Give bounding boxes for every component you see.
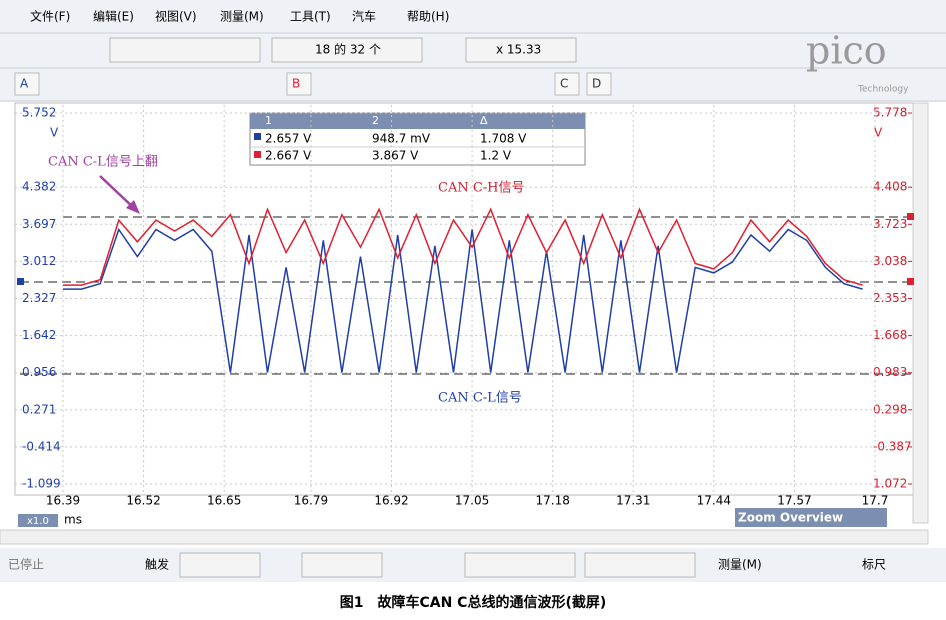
zoom-overview-title: Zoom Overview — [738, 511, 843, 525]
combo[interactable] — [464, 552, 576, 578]
scrollbar[interactable] — [0, 529, 929, 545]
table-cell: 1.2 V — [480, 149, 512, 163]
y-tick-label: 5.752 — [22, 106, 56, 120]
zoom-value: x 15.33 — [496, 43, 541, 57]
table-cell: 3.867 V — [372, 149, 419, 163]
y-tick-label: 4.382 — [22, 180, 56, 194]
y-tick-label: 1.642 — [22, 328, 56, 342]
channel-label[interactable]: A — [20, 77, 29, 91]
trace — [63, 227, 863, 373]
channel-label[interactable]: D — [592, 77, 601, 91]
channel-button[interactable] — [286, 72, 312, 96]
logo: pico — [806, 29, 887, 73]
channel-label[interactable]: C — [560, 77, 568, 91]
y2-tick-label: 3.723 — [873, 217, 907, 231]
logo-sub: Technology — [857, 85, 909, 95]
x-unit: ms — [64, 513, 82, 527]
combo[interactable] — [301, 552, 383, 578]
x-tick-label: 17.57 — [777, 494, 811, 508]
x-tick-label: 17.05 — [455, 494, 489, 508]
trigger-combo[interactable] — [179, 552, 261, 578]
x-zoom: x1.0 — [27, 516, 49, 527]
arrow-head — [126, 200, 140, 214]
menu-item[interactable]: 视图(V) — [155, 9, 197, 24]
scrollbar[interactable] — [912, 102, 929, 524]
y2-tick-label: 0.298 — [873, 402, 907, 416]
x-tick-label: 16.92 — [374, 494, 408, 508]
status-stopped[interactable]: 已停止 — [8, 557, 44, 572]
y-tick-label: -1.099 — [22, 477, 61, 491]
y2-tick-label: 0.983 — [873, 365, 907, 379]
cursor-table — [249, 112, 586, 166]
trace — [63, 207, 863, 286]
annotation: CAN C-L信号 — [438, 391, 522, 406]
menu-item[interactable]: 帮助(H) — [407, 10, 449, 24]
y2-tick-label: 3.038 — [873, 254, 907, 268]
offset-marker[interactable] — [17, 278, 24, 285]
channel-button[interactable] — [14, 72, 40, 96]
y-tick-label: 3.012 — [22, 254, 56, 268]
status-trigger[interactable]: 触发 — [145, 557, 169, 572]
table-cell: 2.657 V — [265, 132, 312, 146]
x-tick-label: 16.39 — [46, 494, 80, 508]
menu-item[interactable]: 工具(T) — [290, 10, 331, 24]
x-tick-label: 16.65 — [207, 494, 241, 508]
y2-tick-label: 1.072 — [873, 477, 907, 491]
y2-tick-label: 4.408 — [873, 180, 907, 194]
zoom-box[interactable] — [465, 37, 577, 63]
menu-item[interactable]: 测量(M) — [220, 10, 264, 24]
caption: 图1 故障车CAN C总线的通信波形(截屏) — [340, 594, 607, 611]
offset-marker[interactable] — [907, 278, 914, 285]
y2-tick-label: -0.387 — [873, 439, 912, 453]
y2-tick-label: 5.778 — [873, 106, 907, 120]
x-tick-label: 17.31 — [616, 494, 650, 508]
table-cell: 948.7 mV — [372, 132, 431, 146]
x-zoom-box[interactable] — [18, 514, 58, 527]
plot-area — [14, 102, 914, 496]
channel-button[interactable] — [554, 72, 580, 96]
x-tick-label: 17.44 — [697, 494, 731, 508]
combo[interactable] — [584, 552, 696, 578]
x-tick-label: 17.7 — [862, 494, 889, 508]
x-tick-label: 16.52 — [126, 494, 160, 508]
table-cell: 1.708 V — [480, 132, 527, 146]
menu-item[interactable]: 汽车 — [352, 9, 376, 24]
status-ruler[interactable]: 标尺 — [862, 558, 886, 572]
y-unit: V — [50, 126, 59, 140]
y2-unit: V — [874, 126, 883, 140]
status-measure[interactable]: 测量(M) — [718, 558, 762, 572]
annotation: CAN C-H信号 — [438, 181, 525, 196]
table-cell: 2.667 V — [265, 149, 312, 163]
x-tick-label: 17.18 — [535, 494, 569, 508]
buffer-count: 18 的 32 个 — [315, 42, 381, 57]
table-header: Δ — [480, 114, 488, 127]
table-header: 2 — [372, 114, 379, 127]
zoom-overview[interactable] — [735, 508, 887, 527]
y-tick-label: 3.697 — [22, 217, 56, 231]
y2-tick-label: 2.353 — [873, 291, 907, 305]
combo[interactable] — [109, 37, 261, 63]
table-header: 1 — [265, 114, 272, 127]
y-tick-label: -0.414 — [22, 439, 61, 453]
channel-button[interactable] — [586, 72, 612, 96]
y-tick-label: 2.327 — [22, 291, 56, 305]
channel-label[interactable]: B — [292, 77, 300, 91]
y-tick-label: 0.956 — [22, 365, 56, 379]
y-tick-label: 0.271 — [22, 402, 56, 416]
y2-tick-label: 1.668 — [873, 328, 907, 342]
x-tick-label: 16.79 — [294, 494, 328, 508]
offset-marker[interactable] — [907, 213, 914, 220]
menu-item[interactable]: 编辑(E) — [93, 9, 134, 24]
menu-item[interactable]: 文件(F) — [30, 9, 70, 24]
buffer-nav[interactable] — [271, 37, 423, 63]
annotation: CAN C-L信号上翻 — [48, 155, 158, 170]
